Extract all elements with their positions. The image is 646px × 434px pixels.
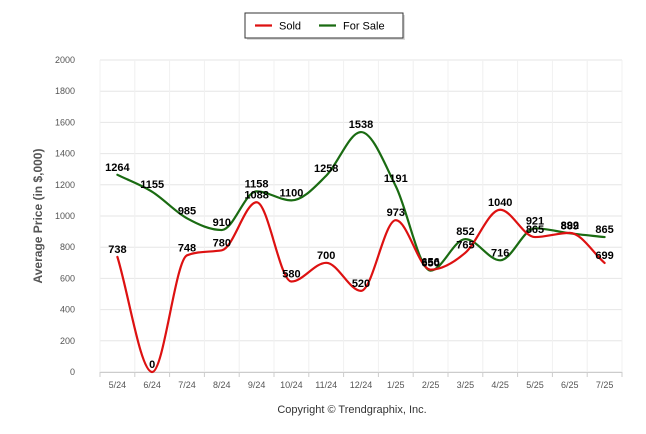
data-label-sold: 699 (595, 250, 613, 262)
data-label-sold: 765 (456, 240, 474, 252)
x-tick-label: 3/25 (457, 380, 475, 390)
data-label-for-sale: 910 (213, 217, 231, 229)
data-label-for-sale: 865 (595, 224, 613, 236)
x-tick-label: 5/25 (526, 380, 544, 390)
data-label-for-sale: 650 (421, 258, 439, 270)
y-tick-label: 600 (60, 273, 75, 283)
data-label-sold: 892 (561, 220, 579, 232)
data-label-for-sale: 889 (561, 220, 579, 232)
data-label-for-sale: 985 (178, 205, 196, 217)
x-tick-label: 10/24 (280, 380, 303, 390)
x-tick-label: 6/25 (561, 380, 579, 390)
data-label-sold: 656 (421, 257, 439, 269)
y-tick-label: 2000 (55, 55, 75, 65)
x-tick-label: 1/25 (387, 380, 405, 390)
y-tick-label: 1600 (55, 117, 75, 127)
legend-label-sold[interactable]: Sold (279, 21, 301, 33)
data-label-for-sale: 852 (456, 226, 474, 238)
y-tick-label: 1400 (55, 149, 75, 159)
x-tick-label: 6/24 (143, 380, 161, 390)
data-label-sold: 520 (352, 278, 370, 290)
data-labels: 738 0 748 780 1088 580 700 520 973 656 765 1040 865 8… (105, 119, 614, 371)
x-tick-label: 2/25 (422, 380, 440, 390)
x-tick-label: 11/24 (315, 380, 337, 390)
data-label-sold: 973 (387, 207, 405, 219)
x-tick-label: 5/24 (109, 380, 127, 390)
data-label-sold: 580 (282, 269, 300, 281)
data-label-sold: 865 (526, 224, 544, 236)
data-label-for-sale: 1155 (140, 179, 164, 191)
x-tick-label: 4/25 (491, 380, 509, 390)
data-label-sold: 1088 (244, 189, 268, 201)
legend[interactable]: Sold For Sale (244, 12, 405, 40)
data-label-sold: 1040 (488, 197, 512, 209)
y-axis-title: Average Price (in $,000) (31, 149, 45, 284)
axes: 0 200 400 600 800 1000 1200 1400 1600 1800 2000 5/2… (55, 55, 623, 390)
copyright-credit: Copyright © Trendgraphix, Inc. (277, 404, 426, 416)
x-tick-label: 9/24 (248, 380, 266, 390)
data-label-for-sale: 716 (491, 247, 509, 259)
legend-label-for-sale[interactable]: For Sale (343, 21, 385, 33)
y-tick-label: 1800 (55, 86, 75, 96)
data-label-for-sale: 1538 (349, 119, 373, 131)
y-tick-label: 400 (60, 305, 75, 315)
x-tick-label: 7/25 (596, 380, 614, 390)
y-tick-label: 1200 (55, 180, 75, 190)
data-label-for-sale: 1191 (384, 173, 408, 185)
data-label-sold: 738 (108, 244, 126, 256)
y-tick-label: 1000 (55, 211, 75, 221)
x-tick-label: 7/24 (178, 380, 196, 390)
x-tick-label: 12/24 (350, 380, 373, 390)
y-tick-label: 0 (70, 367, 75, 377)
y-tick-label: 200 (60, 336, 75, 346)
data-label-sold: 780 (213, 237, 231, 249)
x-tick-label: 8/24 (213, 380, 231, 390)
y-tick-label: 800 (60, 242, 75, 252)
data-label-for-sale: 1158 (245, 178, 269, 190)
data-label-sold: 748 (178, 242, 196, 254)
data-label-sold: 700 (317, 250, 335, 262)
data-label-for-sale: 1258 (314, 163, 338, 175)
data-label-for-sale: 1264 (105, 162, 130, 174)
data-label-sold: 0 (149, 359, 155, 371)
series-line-sold (116, 201, 606, 374)
series-line-for-sale (116, 130, 606, 272)
data-label-for-sale: 921 (526, 215, 544, 227)
data-label-for-sale: 1100 (279, 187, 303, 199)
series-group (116, 130, 606, 374)
